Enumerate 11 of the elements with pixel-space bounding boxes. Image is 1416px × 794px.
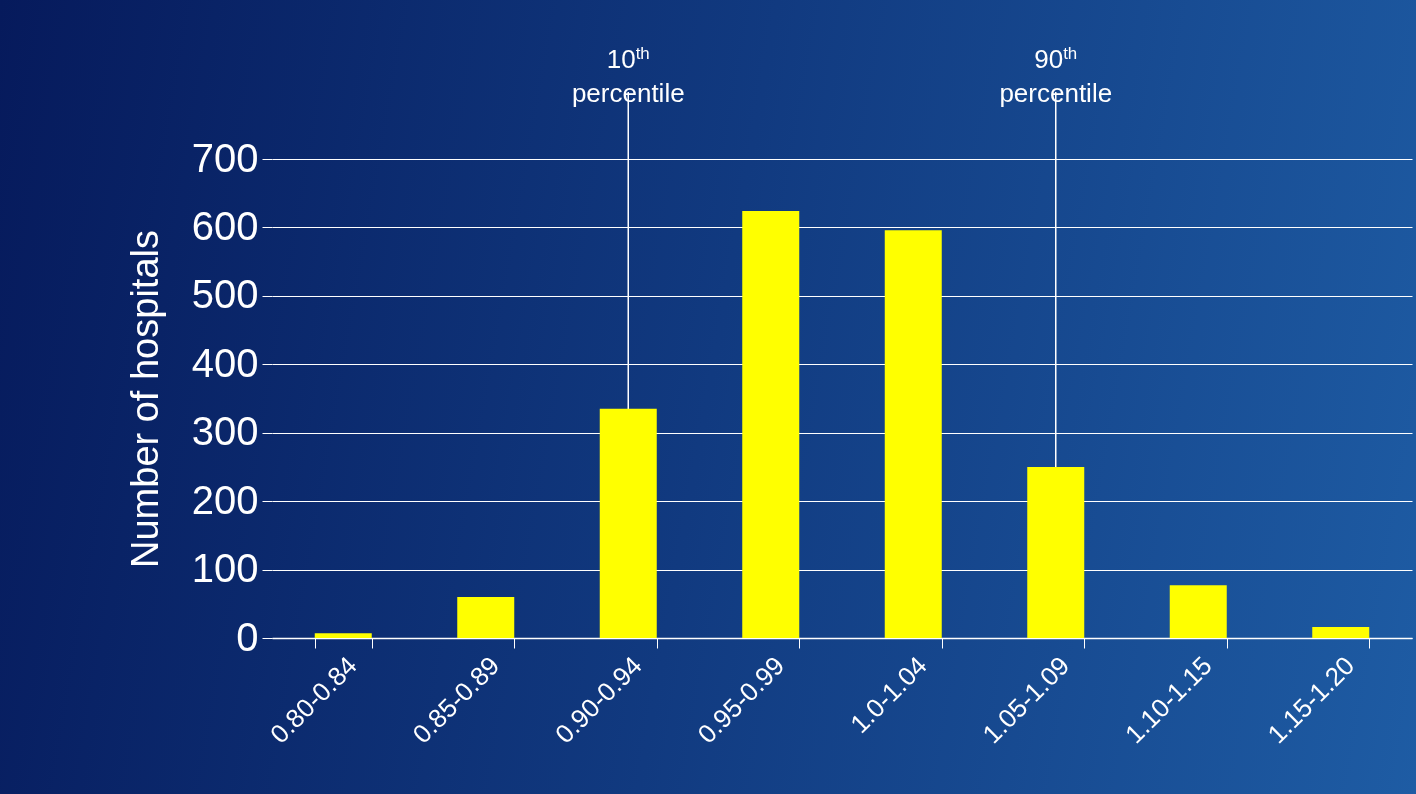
y-tick-label: 100 xyxy=(191,546,259,591)
y-tick-label: 600 xyxy=(191,203,259,248)
ref-line-label: 10$^{th}$ percentile xyxy=(571,43,685,108)
y-tick-label: 700 xyxy=(191,135,259,180)
y-tick-label: 400 xyxy=(191,340,259,385)
y-tick-label: 300 xyxy=(191,409,259,454)
y-tick-label: 500 xyxy=(191,272,259,317)
ref-line-label: 90$^{th}$ percentile xyxy=(999,43,1113,108)
y-axis-title: Number of hospitals xyxy=(123,230,166,568)
y-tick-label: 200 xyxy=(191,477,259,522)
y-tick-label: 0 xyxy=(236,614,259,659)
